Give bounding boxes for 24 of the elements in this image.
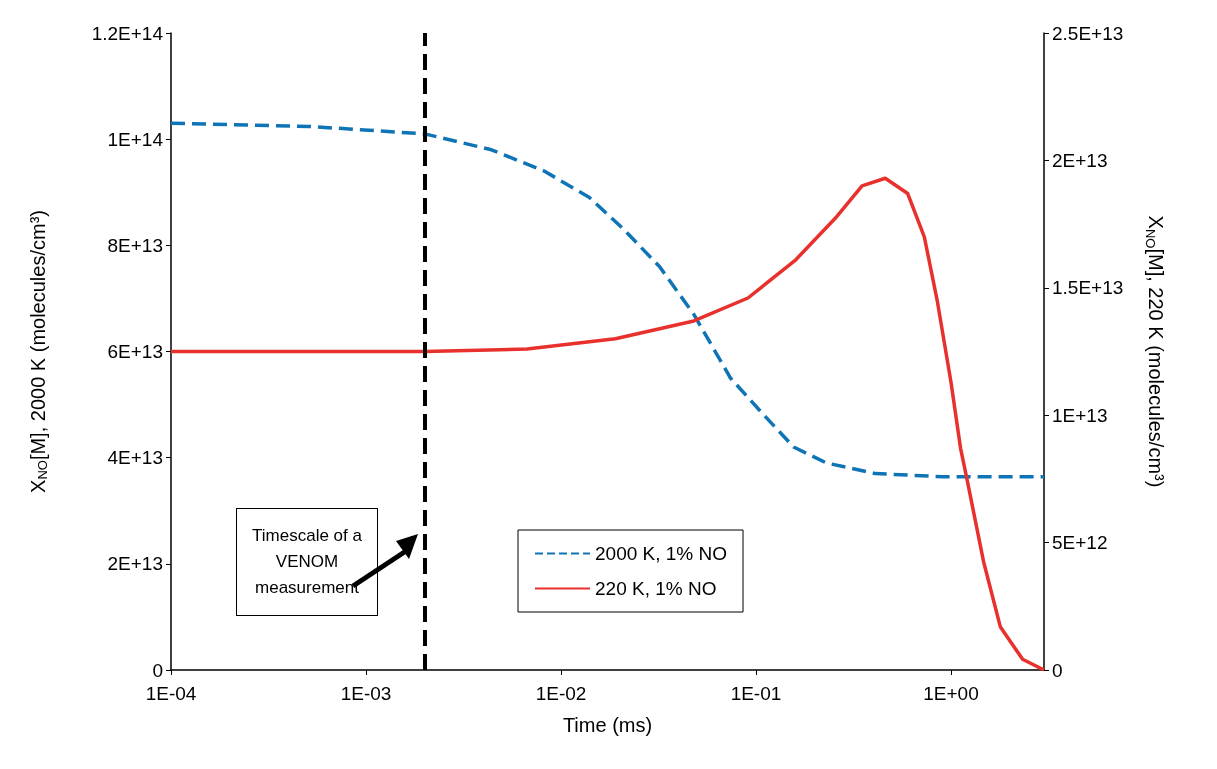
y2-tick-label: 0 [1052,659,1063,681]
y-tick-label: 4E+13 [107,447,163,469]
y-tick-label: 8E+13 [107,234,163,256]
legend-label: 2000 K, 1% NO [595,543,728,564]
x-axis-title: Time (ms) [562,714,653,736]
y2-tick-label: 1.5E+13 [1052,277,1124,299]
y2-tick-label: 2E+13 [1052,149,1108,171]
y-tick-label: 1E+14 [107,128,164,150]
y-tick-label: 6E+13 [107,341,163,362]
legend-label: 220 K, 1% NO [595,578,717,599]
text-box: Timescale of a VENOM measurement [236,508,378,616]
x-tick-label: 1E-04 [145,683,197,704]
x-tick-label: 1E-01 [730,683,782,704]
y-axis-title: XNO[M], 2000 K (molecules/cm³) [26,210,50,493]
y2-axis-title: XNO[M], 220 K (molecules/cm³) [1143,215,1167,488]
y2-tick-label: 2.5E+13 [1052,22,1124,44]
x-tick-label: 1E-02 [535,683,587,704]
x-tick-label: 1E+00 [923,683,979,704]
x-tick-label: 1E-03 [340,683,392,704]
y-tick-label: 2E+13 [107,553,163,575]
y2-tick-label: 5E+12 [1052,532,1108,554]
y-tick-label: 0 [152,659,163,681]
y-tick-label: 1.2E+14 [91,22,164,44]
y2-tick-label: 1E+13 [1052,404,1108,426]
